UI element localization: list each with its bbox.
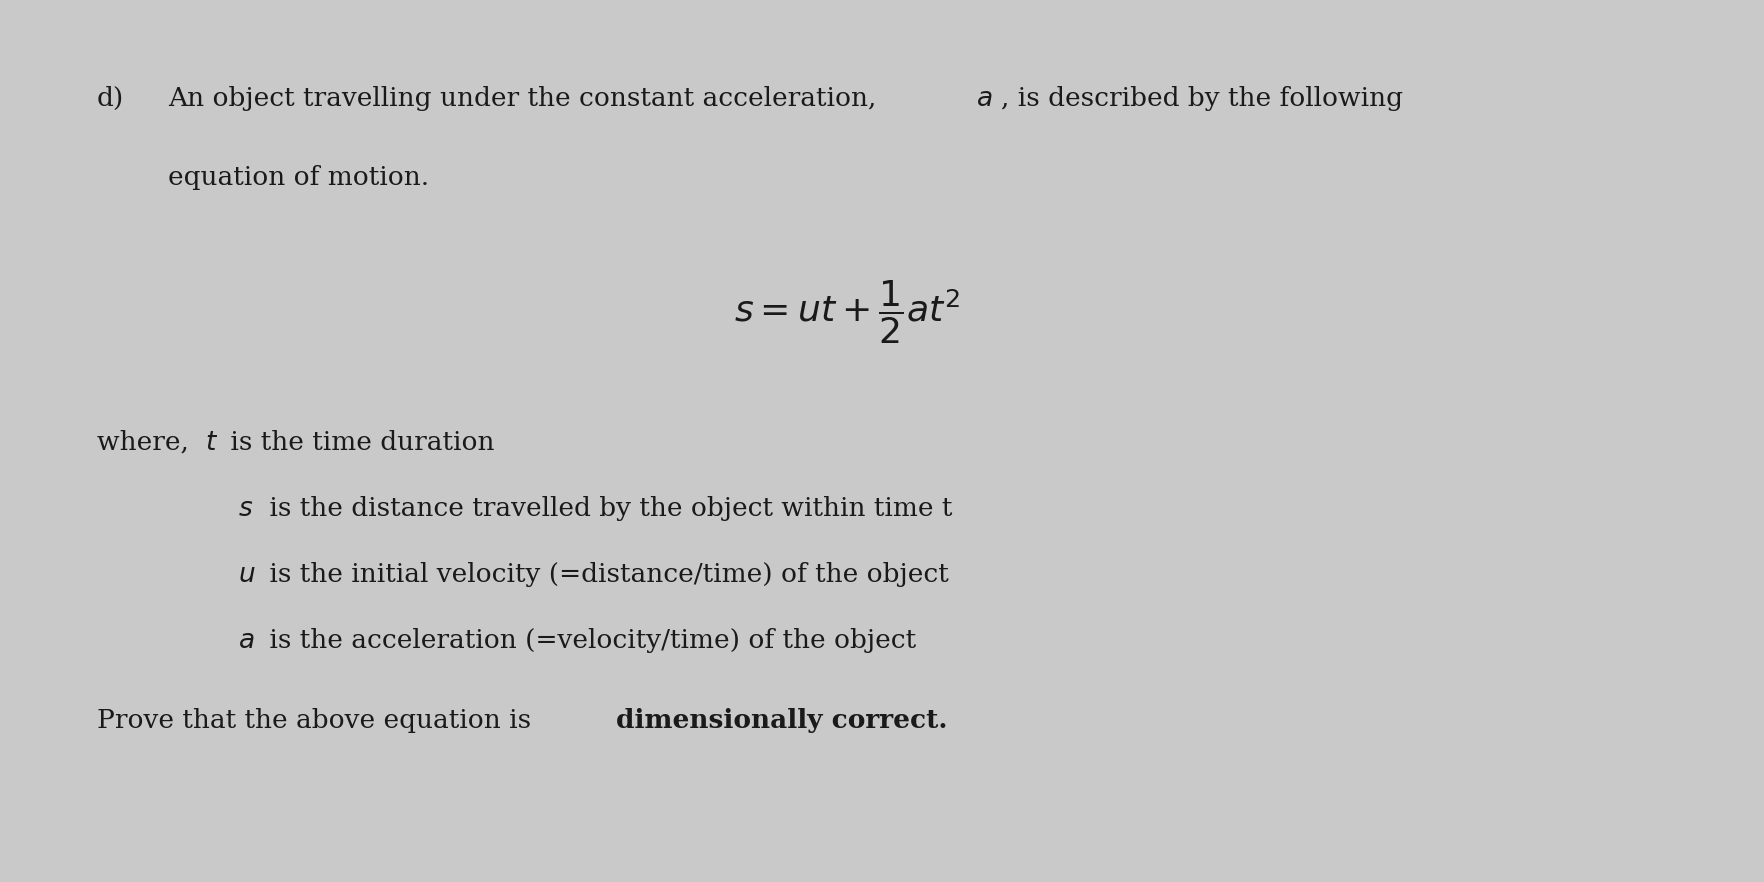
Text: , is described by the following: , is described by the following (1000, 86, 1402, 111)
Text: $a$: $a$ (975, 86, 991, 111)
Text: is the time duration: is the time duration (222, 430, 494, 455)
Text: is the distance travelled by the object within time t: is the distance travelled by the object … (261, 496, 953, 521)
Text: where,: where, (97, 430, 198, 455)
Text: $u$: $u$ (238, 562, 256, 587)
Text: is the acceleration (=velocity/time) of the object: is the acceleration (=velocity/time) of … (261, 628, 916, 654)
Text: $s$: $s$ (238, 496, 254, 521)
Text: $a$: $a$ (238, 628, 254, 654)
Text: equation of motion.: equation of motion. (168, 165, 429, 191)
Text: $t$: $t$ (205, 430, 217, 455)
Text: An object travelling under the constant acceleration,: An object travelling under the constant … (168, 86, 884, 111)
Text: Prove that the above equation is: Prove that the above equation is (97, 707, 540, 733)
Text: $s = ut + \dfrac{1}{2}at^2$: $s = ut + \dfrac{1}{2}at^2$ (734, 279, 960, 346)
Text: is the initial velocity (=distance/time) of the object: is the initial velocity (=distance/time)… (261, 562, 949, 587)
Text: dimensionally correct.: dimensionally correct. (616, 707, 947, 733)
Text: d): d) (97, 86, 123, 111)
